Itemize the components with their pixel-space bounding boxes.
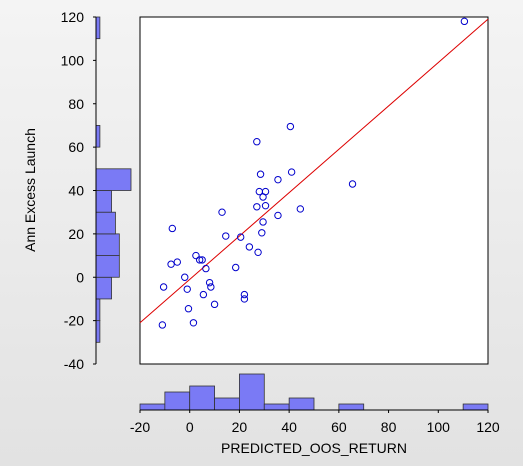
y-tick-label: 20	[68, 226, 84, 242]
y-histogram	[95, 16, 132, 343]
data-point	[254, 248, 262, 257]
data-point	[296, 205, 305, 213]
data-point	[258, 229, 266, 237]
y-histogram-bar	[95, 276, 112, 300]
x-tick-label: 100	[427, 419, 451, 435]
data-point	[274, 211, 282, 220]
y-axis-title: Ann Excess Launch	[22, 128, 38, 252]
data-point	[218, 208, 226, 216]
data-point	[256, 170, 265, 178]
data-point	[236, 233, 245, 241]
y-histogram-bar	[95, 190, 112, 213]
data-point	[159, 283, 168, 291]
data-point	[189, 319, 198, 327]
y-tick-label: 0	[76, 269, 84, 285]
y-histogram-bar	[95, 255, 120, 278]
y-histogram-bar	[95, 16, 101, 40]
fit-line	[139, 18, 489, 324]
data-point	[192, 251, 200, 260]
data-point	[205, 278, 214, 287]
x-tick-label: 20	[232, 419, 248, 435]
y-axis: -40 -20 0 20 40 60 80 100 120	[61, 9, 97, 372]
y-histogram-bar	[95, 320, 101, 343]
data-point	[183, 285, 191, 293]
x-histogram-bar	[239, 373, 265, 411]
data-point	[253, 138, 261, 146]
data-point	[202, 264, 210, 273]
data-point	[198, 256, 206, 264]
y-tick-label: 120	[61, 9, 85, 25]
data-point	[240, 295, 249, 303]
x-tick-label: -20	[130, 419, 150, 435]
data-point	[158, 321, 167, 329]
data-point	[253, 203, 261, 211]
data-point	[259, 193, 267, 201]
data-point	[240, 290, 249, 299]
data-point	[274, 175, 282, 184]
data-point	[286, 122, 295, 131]
data-point	[181, 273, 189, 281]
x-histogram	[139, 373, 489, 411]
x-tick-label: 40	[281, 419, 297, 435]
y-histogram-bar	[95, 168, 132, 191]
x-histogram-bar	[214, 397, 240, 411]
data-point	[348, 180, 357, 188]
data-point	[210, 300, 219, 309]
x-tick-label: 120	[476, 419, 500, 435]
y-histogram-bar	[95, 233, 120, 256]
data-point	[261, 201, 270, 210]
plot-area	[139, 16, 489, 365]
y-histogram-bar	[95, 125, 101, 148]
data-point	[245, 243, 254, 251]
y-tick-label: -20	[64, 313, 84, 329]
x-histogram-bar	[139, 403, 166, 411]
data-point	[173, 258, 181, 266]
x-histogram-bar	[164, 391, 191, 411]
x-histogram-bar	[189, 385, 215, 411]
x-histogram-bar	[338, 403, 365, 411]
x-tick-label: 80	[381, 419, 397, 435]
y-tick-label: 40	[68, 183, 84, 199]
plot-content	[139, 17, 489, 329]
x-histogram-bar	[288, 397, 315, 411]
y-histogram-bar	[95, 211, 116, 235]
data-point	[207, 283, 215, 291]
y-tick-label: 60	[68, 139, 84, 155]
x-histogram-bar	[263, 403, 290, 411]
data-point	[167, 260, 175, 268]
data-point	[199, 290, 208, 299]
data-point	[259, 218, 267, 226]
y-tick-label: -40	[64, 356, 84, 372]
x-tick-label: 60	[331, 419, 347, 435]
data-point	[222, 232, 230, 240]
data-point	[168, 224, 177, 233]
data-point	[460, 17, 469, 26]
y-tick-label: 80	[68, 96, 84, 112]
x-tick-label: 0	[186, 419, 194, 435]
x-axis-title: PREDICTED_OOS_RETURN	[221, 440, 407, 456]
x-histogram-bar	[462, 403, 489, 411]
y-histogram-bar	[95, 298, 101, 322]
data-point	[184, 304, 193, 313]
data-point	[287, 168, 296, 176]
data-point	[232, 263, 240, 272]
data-point	[195, 256, 204, 264]
y-tick-label: 100	[61, 52, 85, 68]
x-axis: -20 0 20 40 60 80 100 120	[130, 409, 500, 435]
